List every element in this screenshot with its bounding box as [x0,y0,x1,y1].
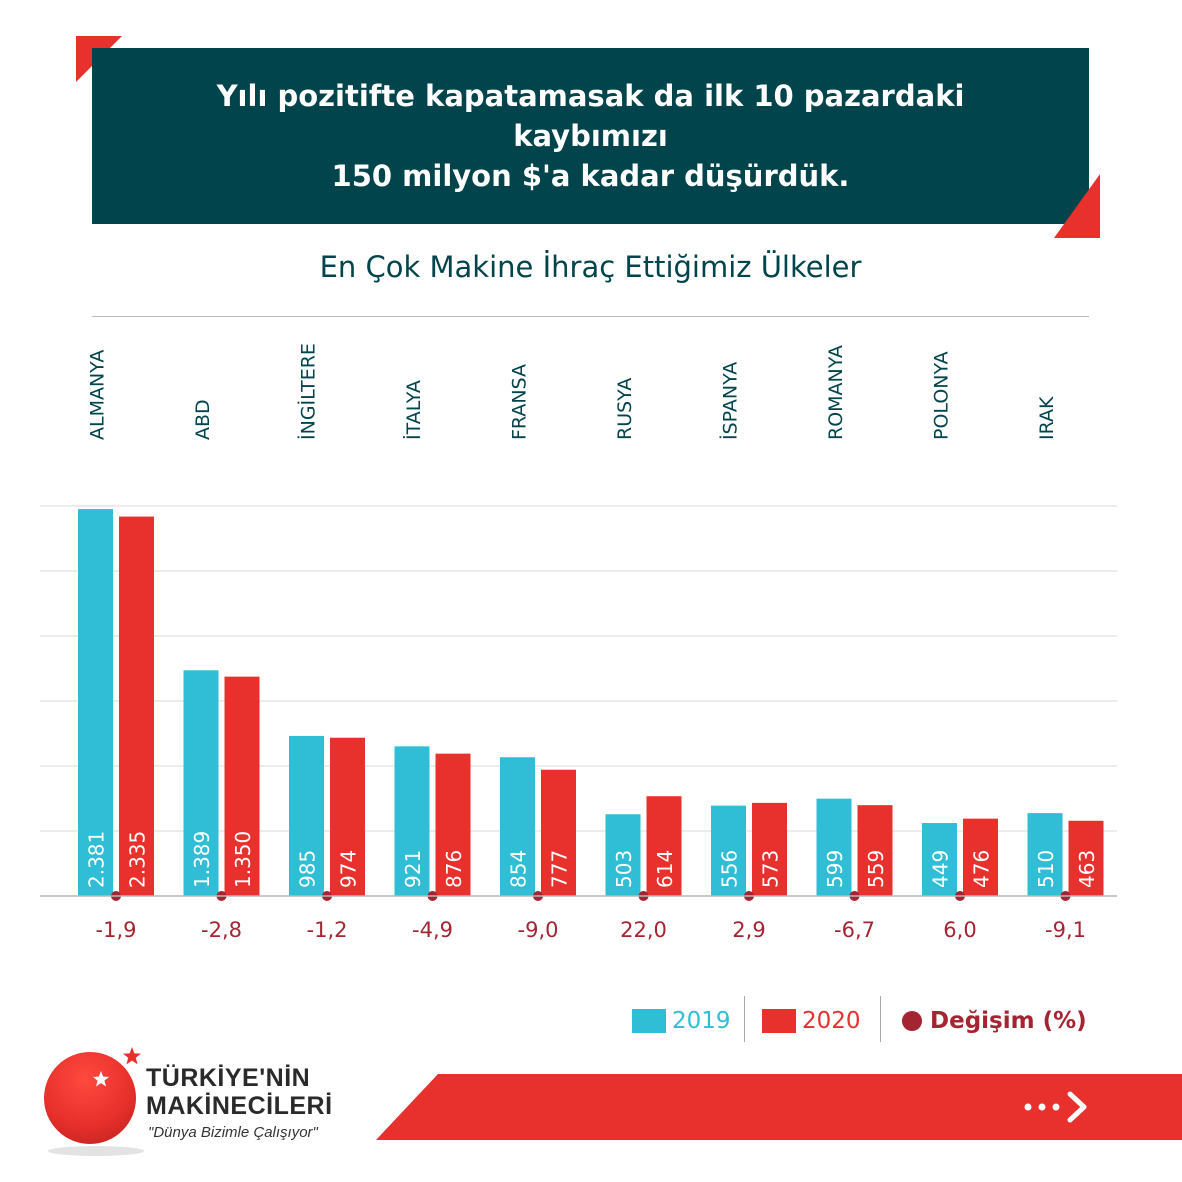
change-value-label: -1,9 [96,918,137,942]
bar-2019 [183,670,219,896]
bar-value-label: 573 [759,850,783,888]
bar-2020 [119,516,154,896]
bar-2019 [816,798,852,896]
category-label: ROMANYA [825,345,847,440]
change-value-label: 22,0 [620,918,667,942]
change-value-label: -6,7 [834,918,875,942]
bar-value-label: 503 [612,850,636,888]
change-value-label: -9,1 [1045,918,1086,942]
bar-2019 [500,757,535,896]
header-banner: Yılı pozitifte kapatamasak da ilk 10 paz… [92,48,1089,224]
legend-item-2019: 2019 [632,1008,731,1034]
bar-value-label: 599 [823,850,847,888]
bar-value-label: 1.389 [190,831,214,888]
logo-circle [44,1052,136,1144]
bar-2019 [711,805,746,896]
category-label: POLONYA [931,351,953,440]
bar-2020 [646,796,682,896]
chart-title: En Çok Makine İhraç Ettiğimiz Ülkeler [319,250,862,284]
bar-value-label: 777 [548,850,572,888]
header-title-line2: 150 milyon $'a kadar düşürdük. [331,159,850,193]
star-icon [123,1047,141,1065]
bar-2020 [435,753,471,896]
category-label: ABD [192,399,214,440]
bar-value-label: 854 [507,850,531,888]
legend-item-change: Değişim (%) [902,1008,1087,1034]
legend-item-2020: 2020 [762,1008,861,1034]
dots-chevron-right-icon[interactable] [1022,1090,1094,1124]
bar-2020 [541,769,576,896]
legend-label-2020: 2020 [802,1008,861,1034]
category-label: İSPANYA [719,362,742,440]
title-divider [92,316,1089,317]
bar-2020 [1068,820,1104,896]
bar-2020 [330,737,365,896]
bar-value-label: 449 [929,850,953,888]
bar-2019 [289,735,324,896]
bar-value-label: 1.350 [231,831,255,888]
change-value-label: -2,8 [201,918,242,942]
bar-value-label: 556 [718,850,742,888]
bar-value-label: 876 [442,850,466,888]
bar-2019 [922,823,957,896]
bar-2019 [1027,813,1063,896]
brand-name-line1: TÜRKİYE'NİN [146,1064,311,1092]
bar-value-label: 2.335 [126,831,150,888]
brand-name-line2: MAKİNECİLERİ [146,1092,333,1120]
bar-2019 [605,814,641,896]
bar-2020 [224,676,260,896]
legend-dot-change [902,1011,922,1031]
bar-value-label: 559 [864,850,888,888]
category-label: IRAK [1036,396,1058,440]
bar-value-label: 510 [1034,850,1058,888]
legend-label-change: Değişim (%) [930,1008,1087,1034]
legend-swatch-2019 [632,1009,666,1033]
bar-value-label: 921 [401,850,425,888]
bar-chart: ALMANYA 2.381 2.335 -1,9 ABD 1.389 1.350 -2,8 İN… [40,343,1117,942]
bar-value-label: 974 [337,850,361,888]
footer-bar [376,1074,1182,1140]
bar-2019 [78,509,113,896]
category-label: FRANSA [509,364,531,440]
legend-separator [744,996,745,1042]
bar-value-label: 985 [296,850,320,888]
change-value-label: -4,9 [412,918,453,942]
legend-swatch-2020 [762,1009,796,1033]
brand-logo: TÜRKİYE'NİN MAKİNECİLERİ "Dünya Bizimle … [40,1046,340,1166]
category-label: İTALYA [402,380,425,440]
legend-separator [880,996,881,1042]
change-value-label: 6,0 [943,918,976,942]
bar-2020 [963,818,998,896]
change-value-label: -9,0 [518,918,559,942]
bar-2019 [394,746,430,896]
category-label: İNGİLTERE [297,343,320,440]
bar-value-label: 463 [1075,850,1099,888]
bar-value-label: 476 [970,850,994,888]
logo-shadow [48,1146,144,1156]
change-value-label: 2,9 [732,918,765,942]
header-accent-corner [1054,174,1100,238]
category-label: ALMANYA [87,350,109,440]
change-value-label: -1,2 [307,918,348,942]
bar-value-label: 2.381 [85,831,109,888]
category-label: RUSYA [614,378,636,440]
header-title: Yılı pozitifte kapatamasak da ilk 10 paz… [141,76,1041,196]
bar-value-label: 614 [653,850,677,888]
legend-label-2019: 2019 [672,1008,731,1034]
header-title-line1: Yılı pozitifte kapatamasak da ilk 10 paz… [216,79,965,153]
brand-slogan: "Dünya Bizimle Çalışıyor" [148,1124,318,1141]
bar-2020 [752,802,787,896]
star-icon [92,1070,110,1087]
bar-2020 [857,805,893,896]
